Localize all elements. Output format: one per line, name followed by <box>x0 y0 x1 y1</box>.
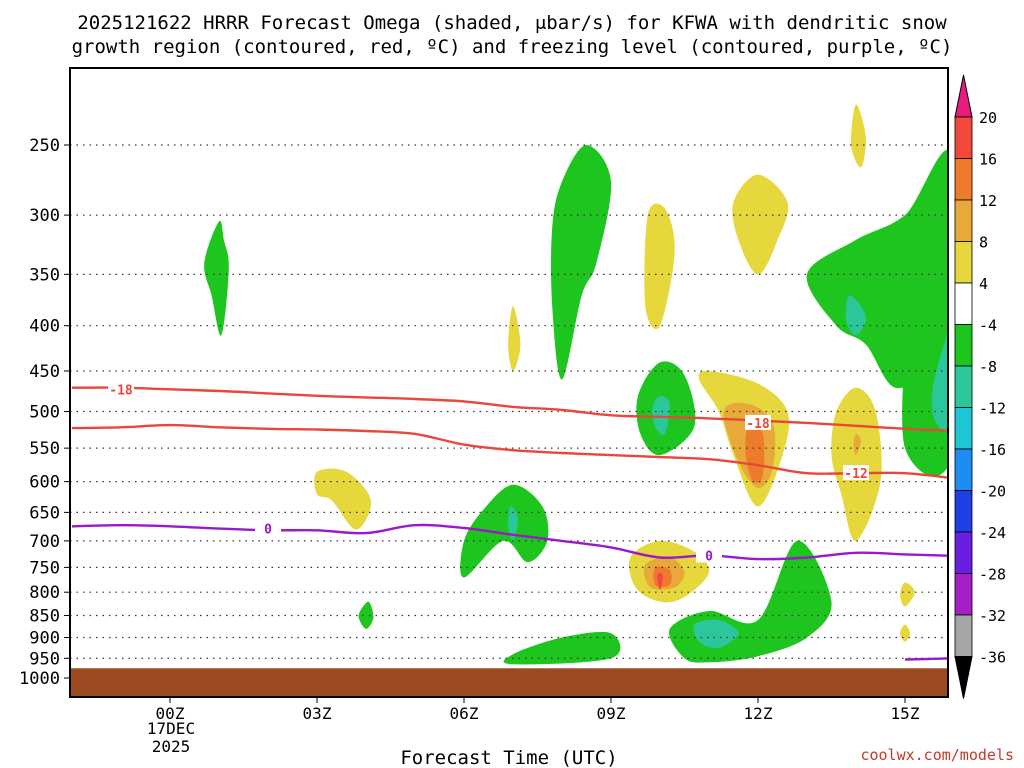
omega-region-green <box>806 149 948 477</box>
colorbar-swatch <box>954 324 973 367</box>
colorbar-label: -32 <box>979 607 1006 625</box>
y-tick-label-500: 500 <box>29 403 60 423</box>
y-tick-label-450: 450 <box>29 362 60 382</box>
x-year-label: 2025 <box>152 737 191 756</box>
omega-region-teal <box>931 333 948 434</box>
y-tick-label-300: 300 <box>29 206 60 226</box>
colorbar-swatch <box>954 158 973 201</box>
x-axis-title: Forecast Time (UTC) <box>400 747 617 768</box>
colorbar-label: -16 <box>979 441 1006 459</box>
y-tick-label-900: 900 <box>29 628 60 648</box>
contour-label-bg-dgz-minus18 <box>745 414 771 430</box>
chart-title-line2: growth region (contoured, red, ºC) and f… <box>72 36 953 58</box>
colorbar-label: 12 <box>979 192 997 210</box>
chart-title-line1: 2025121622 HRRR Forecast Omega (shaded, … <box>77 12 947 34</box>
colorbar-label: 4 <box>979 275 988 293</box>
plot-area: -18 -18 -12 0 0 <box>69 67 949 698</box>
y-tick-label-600: 600 <box>29 473 60 493</box>
colorbar-label: -36 <box>979 649 1006 667</box>
omega-region-green <box>460 484 549 578</box>
terrain-ground <box>70 668 948 697</box>
plot-frame <box>69 67 949 698</box>
x-tick-label-03Z: 03Z <box>303 704 332 723</box>
y-tick-label-250: 250 <box>29 136 60 156</box>
x-date-label: 17DEC <box>147 719 195 738</box>
colorbar-swatch <box>954 448 973 491</box>
y-tick-label-400: 400 <box>29 317 60 337</box>
colorbar-swatch <box>954 614 973 657</box>
omega-region-yellow <box>644 203 675 330</box>
y-axis: 2503003504004505005506006507007508008509… <box>19 136 70 689</box>
omega-region-green <box>503 631 621 665</box>
omega-region-yellow <box>850 104 866 168</box>
colorbar-swatch <box>954 490 973 533</box>
contour-label-bg-dgz-minus12 <box>843 465 869 481</box>
colorbar-swatch <box>954 573 973 616</box>
omega-region-orange <box>745 425 765 484</box>
colorbar-label: -12 <box>979 400 1006 418</box>
contour-label-freezing-level: 0 <box>264 523 272 538</box>
colorbar-bottom-arrow <box>954 656 973 699</box>
colorbar-label: -24 <box>979 524 1006 542</box>
x-tick-label-00Z: 00Z <box>156 704 185 723</box>
y-tick-label-850: 850 <box>29 607 60 627</box>
contour-line-freezing-level <box>71 523 948 561</box>
colorbar-label: -28 <box>979 566 1006 584</box>
contour-lines: -18 -18 -12 0 0 <box>71 381 948 675</box>
y-tick-label-1000: 1000 <box>19 669 60 689</box>
colorbar-swatch <box>954 116 973 159</box>
colorbar-label: -4 <box>979 317 997 335</box>
colorbar-label: -20 <box>979 483 1006 501</box>
contour-label-bg-freezing-level <box>696 547 722 563</box>
colorbar-swatch <box>954 531 973 574</box>
y-tick-label-750: 750 <box>29 558 60 578</box>
colorbar-label: 20 <box>979 109 997 127</box>
colorbar-swatch <box>954 241 973 284</box>
colorbar-swatch <box>954 282 973 325</box>
omega-region-yellow <box>314 468 372 530</box>
omega-region-green <box>551 145 612 380</box>
y-tick-label-700: 700 <box>29 532 60 552</box>
x-tick-label-09Z: 09Z <box>597 704 626 723</box>
credit-text: coolwx.com/models <box>860 746 1014 764</box>
contour-label-bg-freezing-level <box>255 520 281 536</box>
contour-label-bg-dgz-minus18 <box>108 381 134 397</box>
colorbar-label: 8 <box>979 234 988 252</box>
colorbar-top-arrow <box>954 74 973 118</box>
omega-region-teal <box>693 619 739 649</box>
colorbar-label: 16 <box>979 151 997 169</box>
y-tick-label-650: 650 <box>29 503 60 523</box>
colorbar-swatch <box>954 365 973 408</box>
contour-label-dgz-minus12: -12 <box>844 467 867 482</box>
omega-region-teal <box>652 395 670 436</box>
omega-region-yellow <box>508 306 521 371</box>
contour-label-dgz-minus18: -18 <box>109 383 133 398</box>
colorbar-swatch <box>954 199 973 242</box>
omega-region-yellow <box>900 582 915 607</box>
colorbar-swatch <box>954 407 973 450</box>
contour-label-freezing-level: 0 <box>705 549 713 564</box>
omega-region-yellow <box>732 174 789 275</box>
x-tick-label-12Z: 12Z <box>744 704 773 723</box>
y-tick-label-550: 550 <box>29 439 60 459</box>
omega-region-green <box>358 601 374 629</box>
omega-region-teal <box>508 506 518 541</box>
x-tick-label-06Z: 06Z <box>450 704 479 723</box>
x-tick-label-15Z: 15Z <box>891 704 920 723</box>
contour-line-surface-freezing-line-east <box>904 657 948 661</box>
y-tick-label-950: 950 <box>29 649 60 669</box>
omega-region-red <box>657 572 663 590</box>
x-axis: 00Z 03Z 06Z 09Z 12Z 15Z <box>156 697 920 723</box>
contour-label-dgz-minus18: -18 <box>746 417 770 432</box>
colorbar-legend: 20 16 12 8 4 -4 -8 -12 -16 -20 -24 -28 -32 -36 <box>954 74 1006 699</box>
y-tick-label-800: 800 <box>29 583 60 603</box>
contour-line-dgz-minus12 <box>71 423 948 479</box>
y-tick-label-350: 350 <box>29 265 60 285</box>
omega-region-green <box>204 220 229 336</box>
omega-region-gold <box>853 433 861 456</box>
colorbar-label: -8 <box>979 358 997 376</box>
contour-line-dgz-minus18 <box>71 386 948 432</box>
